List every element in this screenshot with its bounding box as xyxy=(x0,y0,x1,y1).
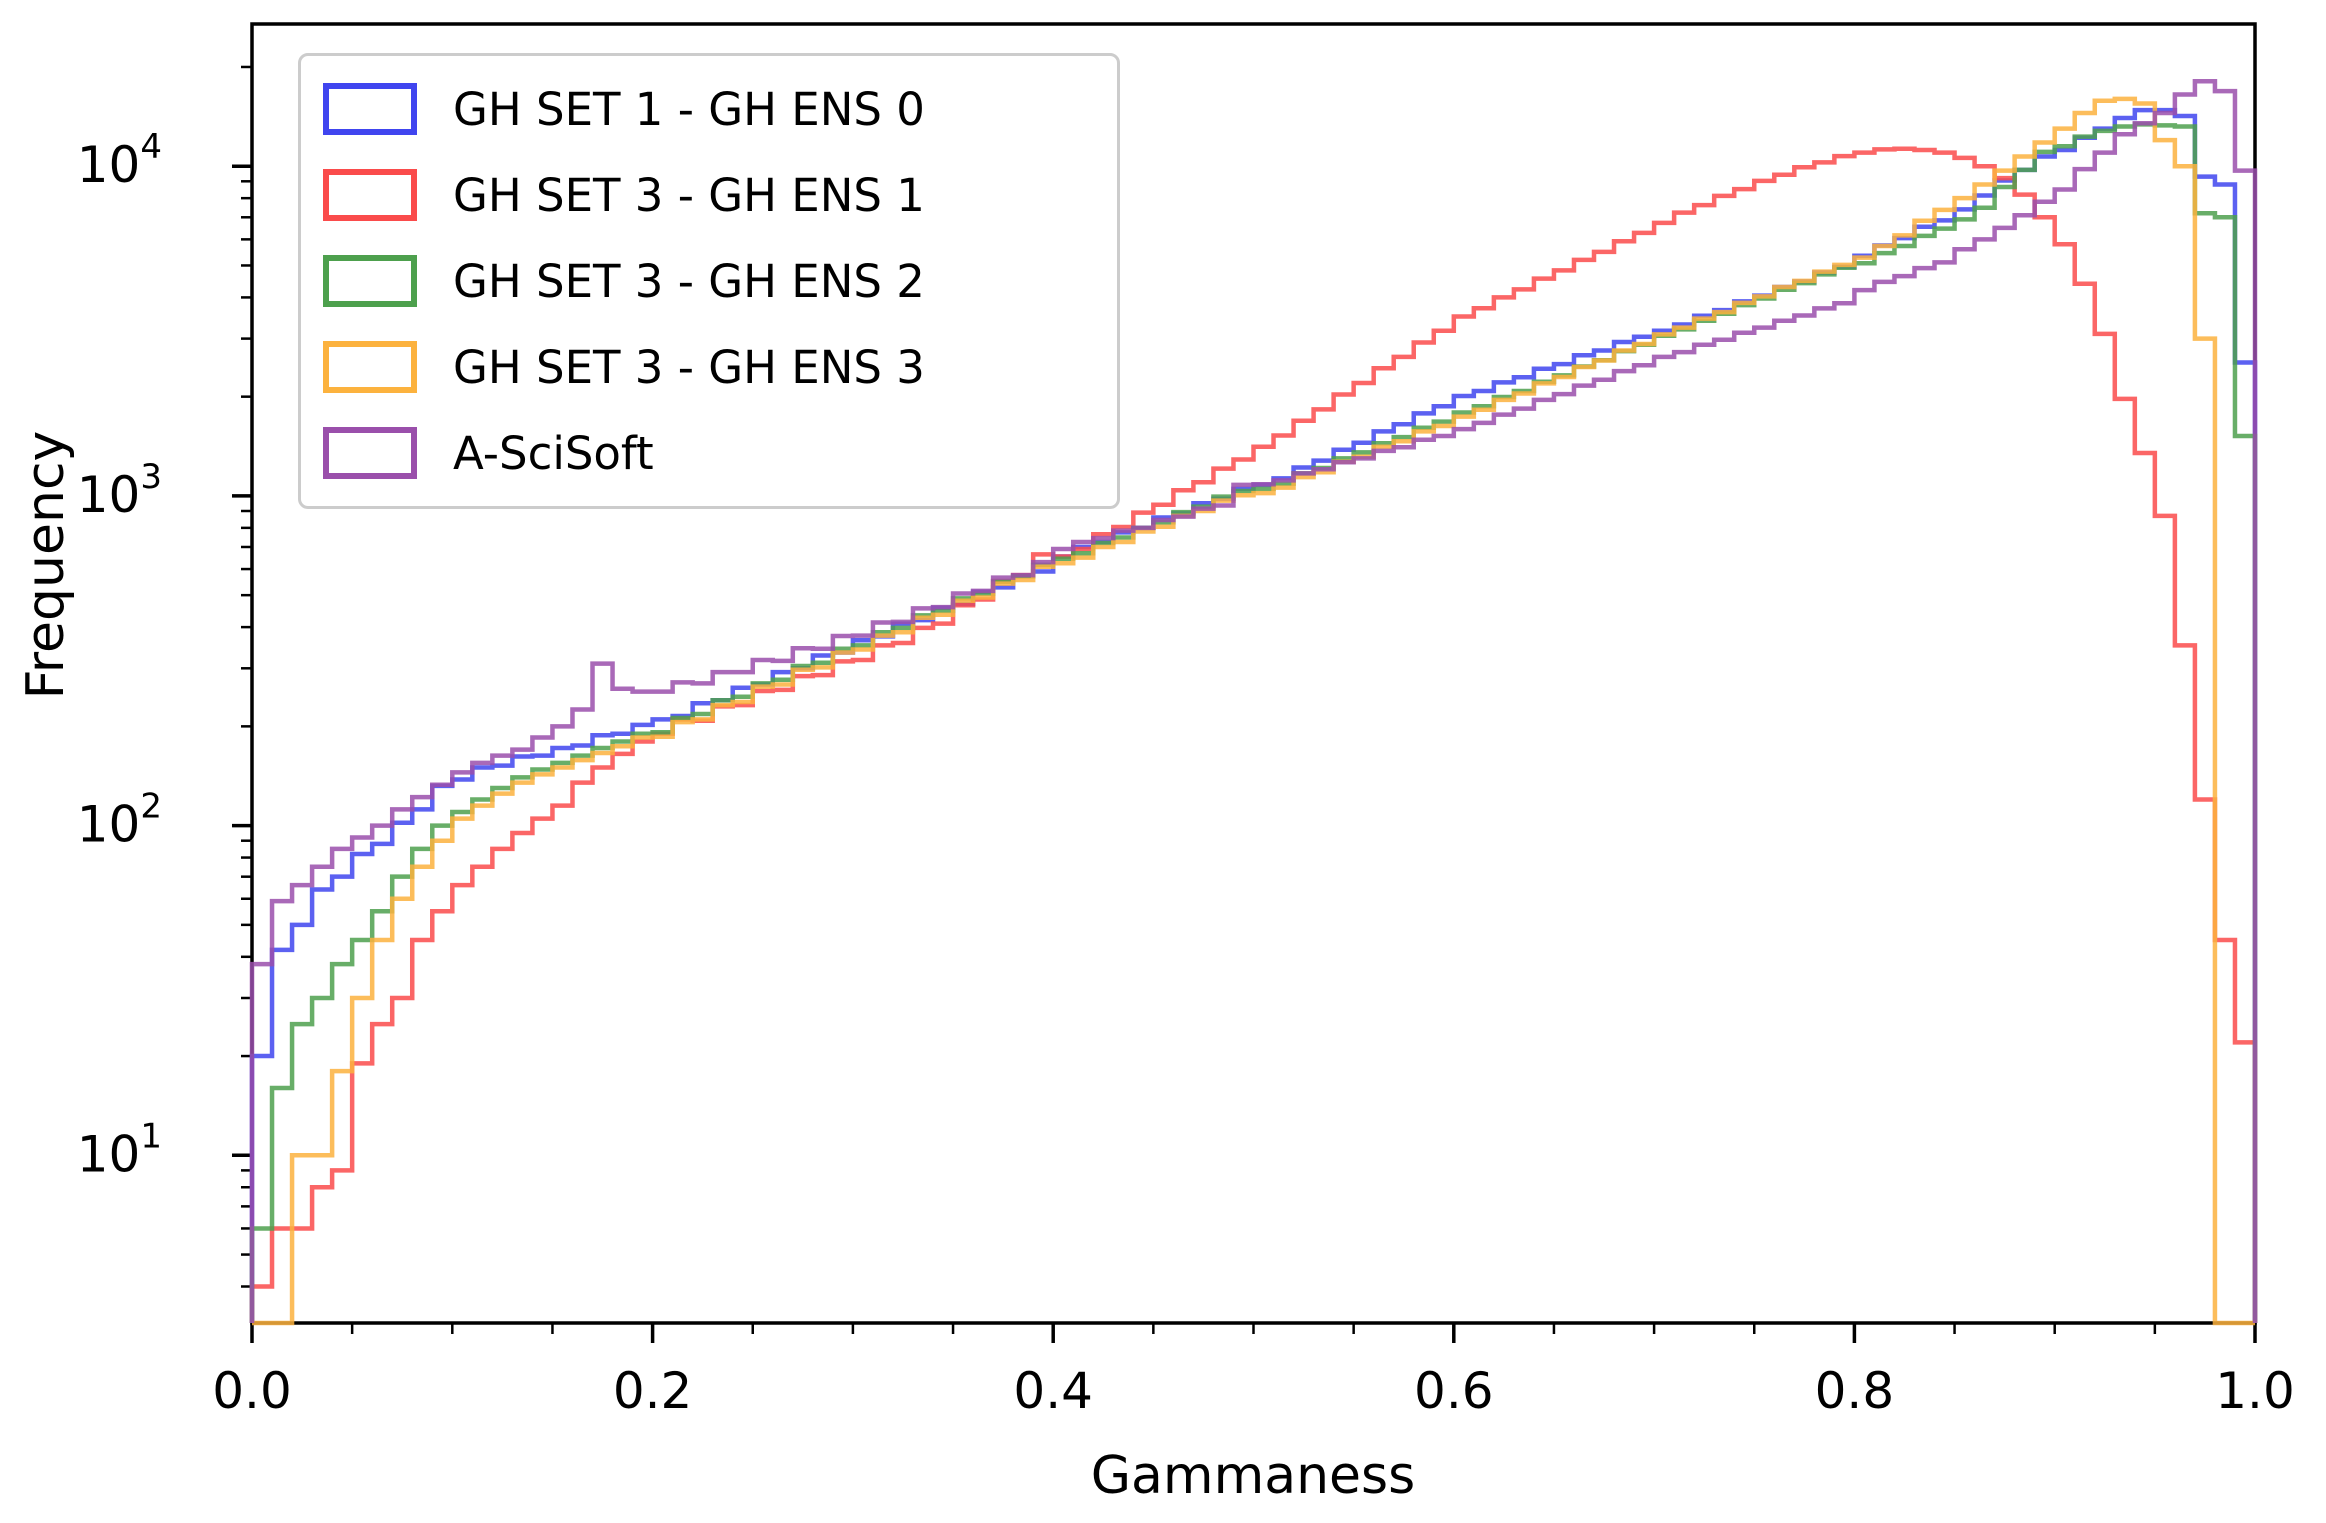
legend-item-1: GH SET 3 - GH ENS 1 xyxy=(323,169,1117,221)
legend-item-2: GH SET 3 - GH ENS 2 xyxy=(323,255,1117,307)
x-axis: 0.0 0.2 0.4 0.6 0.8 1.0 xyxy=(212,1323,2295,1420)
x-tick-label: 0.8 xyxy=(1815,1362,1895,1420)
y-tick-label: 104 xyxy=(77,127,162,194)
legend-item-4: A-SciSoft xyxy=(323,427,1117,479)
x-tick-label: 1.0 xyxy=(2215,1362,2295,1420)
legend-item-3: GH SET 3 - GH ENS 3 xyxy=(323,341,1117,393)
x-axis-label: Gammaness xyxy=(1090,1446,1416,1506)
series-line-1 xyxy=(249,146,2258,1323)
legend-label: GH SET 1 - GH ENS 0 xyxy=(453,82,925,136)
legend-swatch-icon xyxy=(323,427,417,479)
legend-item-0: GH SET 1 - GH ENS 0 xyxy=(323,83,1117,135)
y-tick-label: 103 xyxy=(77,457,162,524)
x-tick-label: 0.2 xyxy=(613,1362,693,1420)
legend-swatch-icon xyxy=(323,169,417,221)
y-axis-label: Frequency xyxy=(16,430,76,700)
legend-label: GH SET 3 - GH ENS 1 xyxy=(453,168,925,222)
series-line-2 xyxy=(249,122,2258,1323)
series-line-3 xyxy=(252,96,2255,1326)
legend: GH SET 1 - GH ENS 0 GH SET 3 - GH ENS 1 GH… xyxy=(298,53,1120,509)
y-tick-label: 102 xyxy=(77,787,162,854)
legend-label: GH SET 3 - GH ENS 3 xyxy=(453,340,925,394)
legend-swatch-icon xyxy=(323,341,417,393)
legend-label: A-SciSoft xyxy=(453,426,654,480)
x-tick-label: 0.4 xyxy=(1013,1362,1093,1420)
legend-swatch-icon xyxy=(323,255,417,307)
series-line-4 xyxy=(249,79,2258,1323)
y-tick-label: 101 xyxy=(77,1116,162,1183)
legend-swatch-icon xyxy=(323,83,417,135)
legend-label: GH SET 3 - GH ENS 2 xyxy=(453,254,925,308)
x-tick-label: 0.0 xyxy=(212,1362,292,1420)
y-axis: 101 102 103 104 xyxy=(77,65,252,1288)
x-tick-label: 0.6 xyxy=(1414,1362,1494,1420)
